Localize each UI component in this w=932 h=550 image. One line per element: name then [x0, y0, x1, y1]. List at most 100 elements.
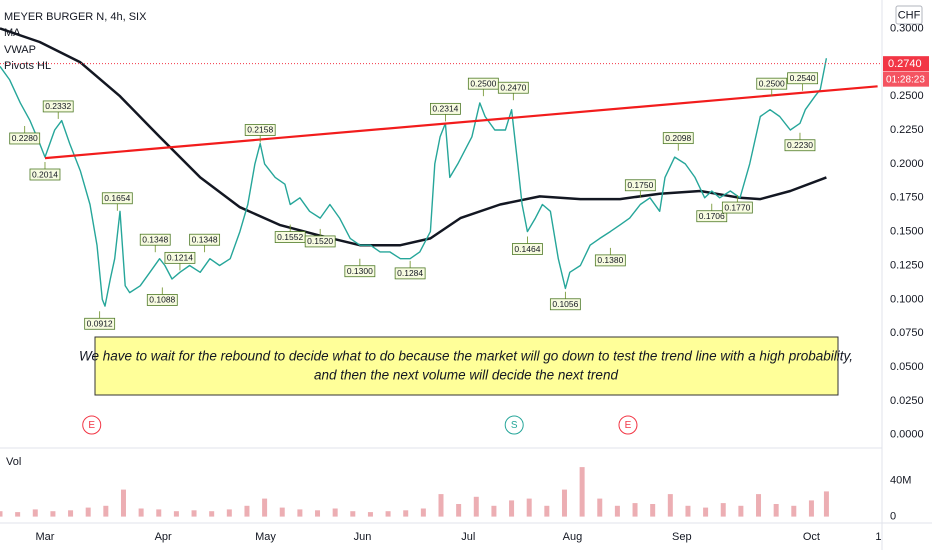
- y-tick-label: 0.2000: [890, 158, 924, 170]
- pivot-label: 0.2014: [32, 169, 58, 179]
- pivot-label-box: [394, 267, 426, 280]
- volume-bar: [173, 511, 179, 517]
- pivot-label: 0.2280: [12, 133, 38, 143]
- event-marker: [82, 415, 102, 435]
- pivot-label: 0.2314: [432, 104, 458, 114]
- volume-bar: [403, 510, 409, 517]
- pivot-label: 0.1088: [149, 295, 175, 305]
- x-tick-label: May: [255, 531, 276, 543]
- indicator-label: VWAP: [4, 44, 36, 56]
- pivot-label-box: [549, 298, 581, 311]
- x-tick-label: Aug: [563, 531, 583, 543]
- y-tick-label: 0.0750: [890, 327, 924, 339]
- pivot-label-box: [497, 81, 529, 94]
- currency-box[interactable]: [895, 5, 923, 25]
- pivot-label-box: [42, 100, 74, 113]
- volume-tick-label: 0: [890, 511, 896, 523]
- volume-bar: [473, 496, 479, 517]
- volume-bar: [0, 511, 3, 517]
- y-tick-label: 0.1500: [890, 226, 924, 238]
- volume-label: Vol: [6, 456, 21, 468]
- volume-bar: [738, 505, 744, 517]
- volume-bar: [262, 498, 268, 517]
- pivot-label: 0.1056: [552, 299, 578, 309]
- pivot-label: 0.1464: [514, 244, 540, 254]
- volume-bar: [773, 504, 779, 517]
- annotation-text: and then the next volume will decide the…: [314, 368, 618, 383]
- event-label: E: [88, 420, 95, 431]
- pivot-label-box: [696, 210, 728, 223]
- volume-bar: [579, 467, 585, 517]
- x-tick-label: Apr: [155, 531, 172, 543]
- volume-bar: [720, 503, 726, 517]
- last-price-label: 0.2740: [888, 58, 922, 70]
- pivot-label-box: [101, 192, 133, 205]
- volume-bar: [438, 494, 444, 517]
- y-tick-label: 0.1000: [890, 293, 924, 305]
- y-tick-label: 0.1250: [890, 259, 924, 271]
- pivot-label-box: [164, 251, 196, 264]
- y-tick-label: 0.0000: [890, 429, 924, 441]
- pivot-label: 0.2230: [787, 140, 813, 150]
- volume-bar: [685, 505, 691, 517]
- chart-title: MEYER BURGER N, 4h, SIX: [4, 11, 147, 23]
- y-tick-label: 0.0250: [890, 395, 924, 407]
- pivot-label-box: [594, 254, 626, 267]
- y-tick-label: 0.1750: [890, 192, 924, 204]
- pivot-label-box: [146, 294, 178, 306]
- volume-bar: [120, 489, 126, 517]
- volume-bar: [456, 504, 462, 517]
- pivot-label-box: [512, 243, 543, 255]
- volume-bar: [597, 498, 603, 517]
- pivot-label: 0.2540: [790, 73, 816, 83]
- pivot-label: 0.1214: [167, 253, 193, 263]
- indicator-label: Pivots HL: [4, 60, 51, 72]
- event-label: S: [511, 420, 518, 431]
- pivot-label: 0.1654: [104, 193, 130, 203]
- pivot-label-box: [430, 102, 461, 115]
- volume-bar: [15, 512, 21, 517]
- volume-bar: [156, 509, 162, 517]
- pivot-label: 0.1348: [192, 234, 218, 244]
- volume-bar: [632, 503, 638, 517]
- x-tick-label: Sep: [672, 531, 692, 543]
- volume-bar: [103, 505, 109, 517]
- x-tick-label: 1: [875, 531, 881, 543]
- countdown-tag: [883, 71, 929, 87]
- pivot-label-box: [29, 168, 61, 181]
- volume-bar: [367, 512, 373, 517]
- volume-bar: [244, 505, 250, 517]
- pivot-label: 0.2470: [500, 82, 526, 92]
- pivot-label: 0.1750: [627, 180, 653, 190]
- volume-bar: [209, 511, 215, 517]
- pivot-label: 0.2158: [247, 125, 273, 135]
- pivot-label: 0.1552: [277, 232, 303, 242]
- volume-bar: [756, 494, 762, 517]
- pivot-label-box: [756, 77, 788, 90]
- trend-line: [44, 85, 878, 160]
- pivot-label: 0.1770: [724, 202, 750, 212]
- volume-bar: [50, 511, 56, 517]
- volume-bar: [614, 505, 620, 517]
- volume-bar: [297, 509, 303, 517]
- pivot-label-box: [9, 132, 41, 145]
- x-tick-label: Mar: [36, 531, 55, 543]
- price-line: [0, 58, 828, 307]
- pivot-label-box: [344, 265, 376, 278]
- pivot-label-box: [189, 233, 221, 246]
- y-tick-label: 0.2250: [890, 124, 924, 136]
- pivot-label: 0.2332: [45, 101, 71, 111]
- volume-bar: [226, 509, 232, 517]
- x-tick-label: Jul: [461, 531, 475, 543]
- y-tick-label: 0.2500: [890, 90, 924, 102]
- pivot-label-box: [139, 233, 171, 246]
- volume-bar: [332, 508, 338, 517]
- currency: CHF: [898, 9, 921, 21]
- volume-bar: [138, 508, 144, 517]
- volume-bar: [667, 494, 673, 517]
- pivot-label: 0.1348: [142, 234, 168, 244]
- pivot-label: 0.2098: [665, 133, 691, 143]
- volume-bar: [808, 500, 814, 517]
